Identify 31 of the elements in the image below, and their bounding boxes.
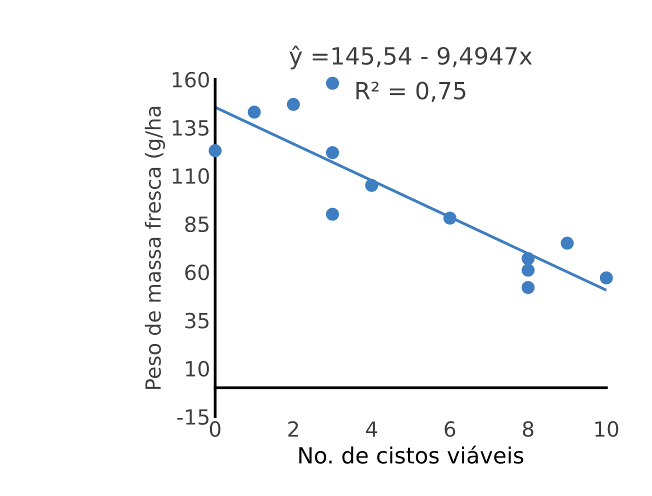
y-tick-label: 85 (185, 216, 208, 232)
x-tick-label: 10 (595, 421, 618, 437)
y-tick-label: 160 (172, 72, 209, 88)
point (600, 271, 613, 284)
y-tick-label: 35 (185, 312, 208, 328)
y-tick-label: 135 (172, 120, 208, 136)
point (326, 76, 340, 90)
x-tick-label: 0 (210, 421, 220, 437)
point (522, 252, 535, 266)
x-tick-label: 6 (444, 421, 456, 437)
point (522, 281, 535, 294)
point (326, 146, 340, 160)
point (365, 178, 378, 192)
point (443, 212, 456, 225)
point (522, 264, 535, 277)
y-axis-title: Peso de massa fresca (g/ha (144, 106, 165, 389)
point (208, 144, 222, 158)
x-tick-label: 8 (522, 421, 534, 437)
y-tick-label: 110 (172, 168, 209, 184)
point (248, 106, 261, 119)
point (560, 236, 574, 250)
y-tick-label: 10 (186, 360, 209, 377)
y-tick-label: -15 (177, 409, 208, 425)
x-tick-label: 4 (366, 421, 378, 437)
x-axis-title: No. de cistos viáveis (299, 446, 524, 464)
annotation: R² = 0,75 (356, 82, 466, 102)
y-tick-label: 60 (185, 264, 209, 280)
point (326, 208, 340, 221)
point (286, 98, 300, 111)
x-tick-label: 2 (288, 421, 298, 437)
text: ŷ =145,54 - 9,4947x (289, 46, 532, 70)
